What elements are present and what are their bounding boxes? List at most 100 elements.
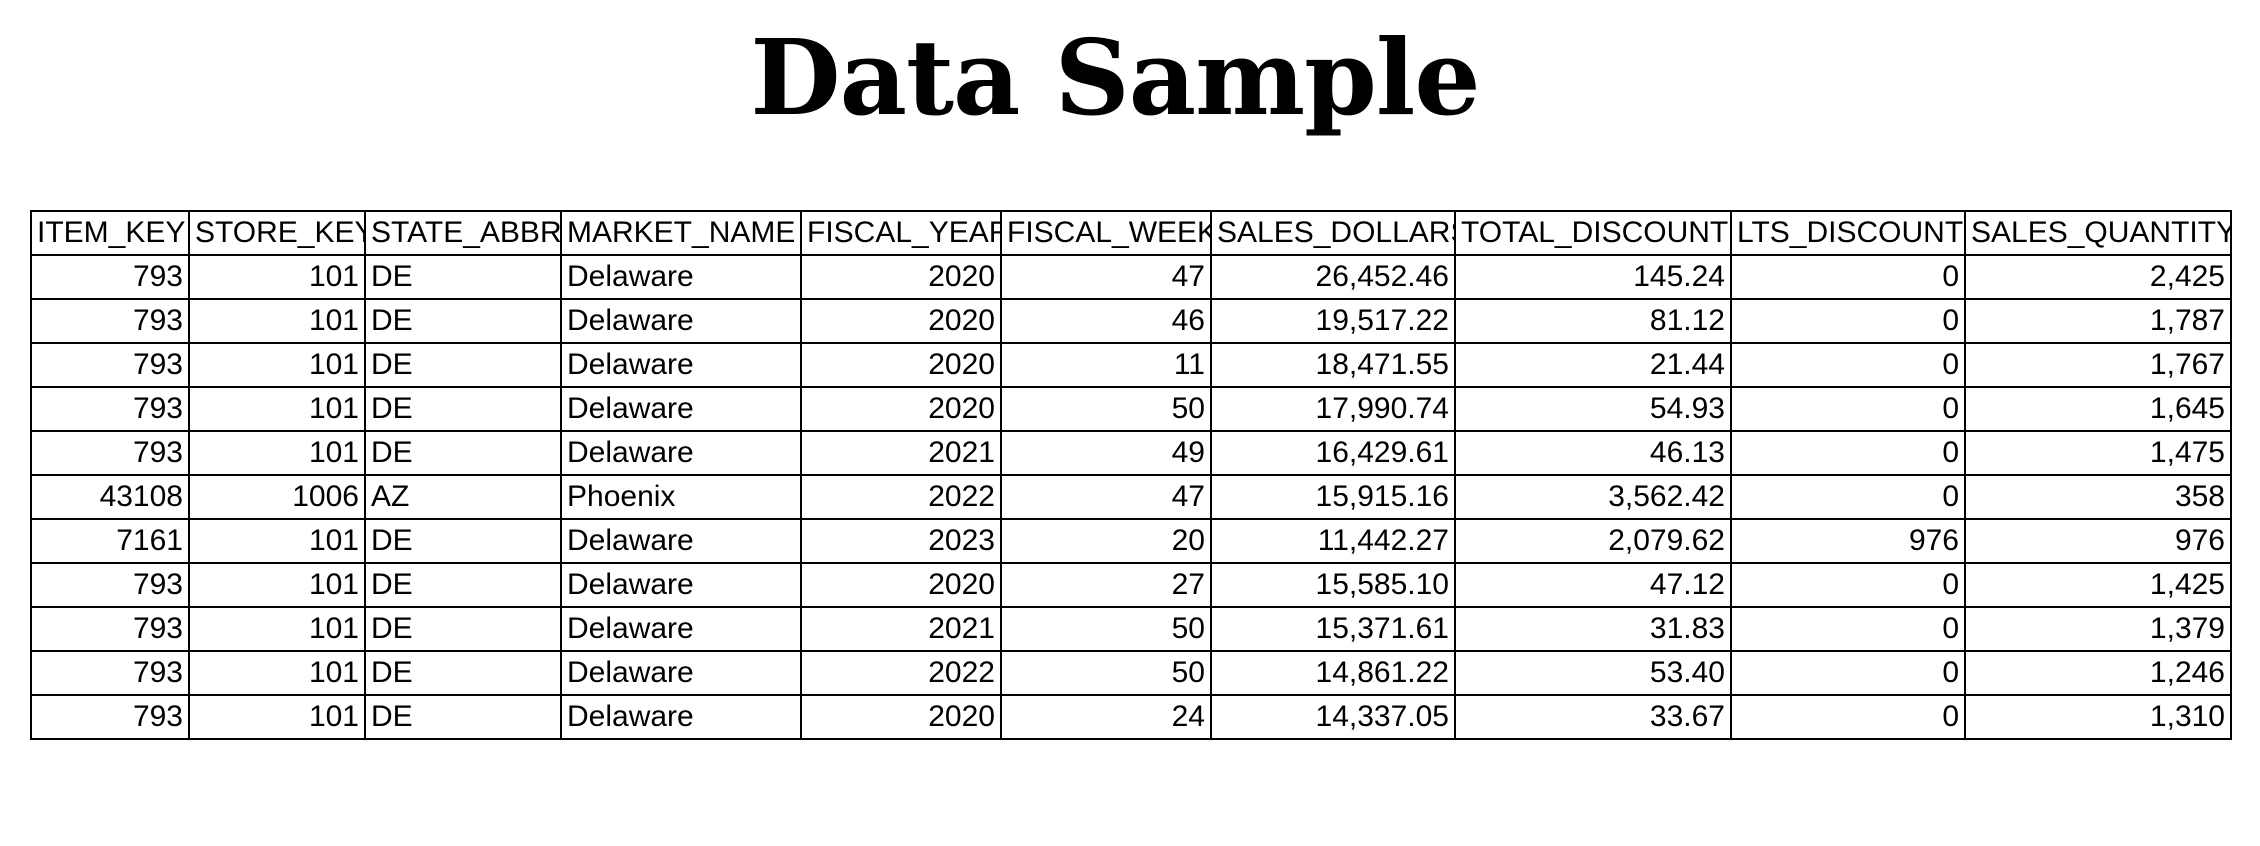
table-cell-total-discount: 31.83 xyxy=(1454,606,1732,652)
table-cell-sales-dollars: 15,371.61 xyxy=(1210,606,1456,652)
table-cell-fiscal-year: 2020 xyxy=(800,298,1002,344)
table-cell-sales-dollars: 18,471.55 xyxy=(1210,342,1456,388)
table-cell-market-name: Phoenix xyxy=(560,474,802,520)
table-cell-lts-discount: 0 xyxy=(1730,430,1966,476)
table-cell-total-discount: 33.67 xyxy=(1454,694,1732,740)
table-cell-total-discount: 2,079.62 xyxy=(1454,518,1732,564)
table-cell-item-key: 793 xyxy=(30,386,190,432)
table-cell-fiscal-week: 27 xyxy=(1000,562,1212,608)
table-cell-market-name: Delaware xyxy=(560,518,802,564)
table-cell-fiscal-year: 2020 xyxy=(800,342,1002,388)
table-cell-store-key: 101 xyxy=(188,650,366,696)
table-cell-fiscal-week: 11 xyxy=(1000,342,1212,388)
table-cell-sales-quantity: 358 xyxy=(1964,474,2232,520)
table-row: 793 101 DE Delaware 2021 49 16,429.61 46.13 0 1,4… xyxy=(30,430,2232,476)
table-cell-store-key: 1006 xyxy=(188,474,366,520)
table-cell-market-name: Delaware xyxy=(560,606,802,652)
table-row: 793 101 DE Delaware 2022 50 14,861.22 53.40 0 1,2… xyxy=(30,650,2232,696)
table-cell-total-discount: 54.93 xyxy=(1454,386,1732,432)
table-cell-item-key: 7161 xyxy=(30,518,190,564)
table-cell-sales-quantity: 1,425 xyxy=(1964,562,2232,608)
table-cell-market-name: Delaware xyxy=(560,298,802,344)
table-cell-store-key: 101 xyxy=(188,342,366,388)
table-cell-total-discount: 53.40 xyxy=(1454,650,1732,696)
table-cell-market-name: Delaware xyxy=(560,386,802,432)
table-cell-total-discount: 145.24 xyxy=(1454,254,1732,300)
table-cell-fiscal-year: 2021 xyxy=(800,430,1002,476)
table-cell-fiscal-year: 2023 xyxy=(800,518,1002,564)
data-table: ITEM_KEY STORE_KEY STATE_ABBR MARKET_NAME FI… xyxy=(30,210,2232,740)
column-header-store-key: STORE_KEY xyxy=(188,210,366,256)
column-header-fiscal-week: FISCAL_WEEK xyxy=(1000,210,1212,256)
table-cell-lts-discount: 976 xyxy=(1730,518,1966,564)
table-cell-store-key: 101 xyxy=(188,298,366,344)
table-cell-sales-dollars: 11,442.27 xyxy=(1210,518,1456,564)
column-header-fiscal-year: FISCAL_YEAR xyxy=(800,210,1002,256)
table-cell-lts-discount: 0 xyxy=(1730,386,1966,432)
column-header-item-key: ITEM_KEY xyxy=(30,210,190,256)
table-cell-sales-quantity: 2,425 xyxy=(1964,254,2232,300)
table-cell-sales-dollars: 19,517.22 xyxy=(1210,298,1456,344)
table-cell-sales-quantity: 1,767 xyxy=(1964,342,2232,388)
table-header: ITEM_KEY STORE_KEY STATE_ABBR MARKET_NAME FI… xyxy=(30,210,2232,256)
table-cell-store-key: 101 xyxy=(188,562,366,608)
table-cell-fiscal-year: 2020 xyxy=(800,386,1002,432)
table-cell-lts-discount: 0 xyxy=(1730,694,1966,740)
table-cell-state-abbr: DE xyxy=(364,694,562,740)
table-cell-fiscal-week: 20 xyxy=(1000,518,1212,564)
table-cell-sales-quantity: 1,246 xyxy=(1964,650,2232,696)
table-cell-total-discount: 21.44 xyxy=(1454,342,1732,388)
table-cell-lts-discount: 0 xyxy=(1730,254,1966,300)
column-header-lts-discount: LTS_DISCOUNT xyxy=(1730,210,1966,256)
table-cell-item-key: 793 xyxy=(30,694,190,740)
table-cell-item-key: 793 xyxy=(30,562,190,608)
table-cell-fiscal-week: 47 xyxy=(1000,254,1212,300)
table-cell-sales-dollars: 17,990.74 xyxy=(1210,386,1456,432)
table-cell-sales-quantity: 1,475 xyxy=(1964,430,2232,476)
table-cell-item-key: 793 xyxy=(30,298,190,344)
table-cell-fiscal-week: 50 xyxy=(1000,386,1212,432)
table-cell-market-name: Delaware xyxy=(560,694,802,740)
table-cell-state-abbr: DE xyxy=(364,298,562,344)
table-cell-item-key: 43108 xyxy=(30,474,190,520)
table-row: 793 101 DE Delaware 2020 24 14,337.05 33.67 0 1,3… xyxy=(30,694,2232,740)
table-cell-item-key: 793 xyxy=(30,254,190,300)
table-cell-state-abbr: DE xyxy=(364,606,562,652)
table-cell-market-name: Delaware xyxy=(560,342,802,388)
table-cell-state-abbr: DE xyxy=(364,650,562,696)
table-cell-item-key: 793 xyxy=(30,650,190,696)
table-row: 793 101 DE Delaware 2020 27 15,585.10 47.12 0 1,4… xyxy=(30,562,2232,608)
table-cell-state-abbr: DE xyxy=(364,518,562,564)
table-cell-sales-dollars: 26,452.46 xyxy=(1210,254,1456,300)
table-cell-fiscal-year: 2020 xyxy=(800,694,1002,740)
table-cell-sales-dollars: 14,337.05 xyxy=(1210,694,1456,740)
table-cell-fiscal-year: 2022 xyxy=(800,474,1002,520)
table-cell-total-discount: 3,562.42 xyxy=(1454,474,1732,520)
table-cell-fiscal-week: 24 xyxy=(1000,694,1212,740)
table-cell-lts-discount: 0 xyxy=(1730,650,1966,696)
table-cell-sales-quantity: 1,379 xyxy=(1964,606,2232,652)
table-cell-sales-quantity: 976 xyxy=(1964,518,2232,564)
table-cell-total-discount: 46.13 xyxy=(1454,430,1732,476)
table-cell-sales-dollars: 15,915.16 xyxy=(1210,474,1456,520)
table-row: 793 101 DE Delaware 2020 50 17,990.74 54.93 0 1,6… xyxy=(30,386,2232,432)
table-cell-sales-quantity: 1,645 xyxy=(1964,386,2232,432)
table-cell-item-key: 793 xyxy=(30,342,190,388)
table-cell-sales-dollars: 16,429.61 xyxy=(1210,430,1456,476)
table-cell-total-discount: 81.12 xyxy=(1454,298,1732,344)
table-cell-fiscal-year: 2021 xyxy=(800,606,1002,652)
table-cell-market-name: Delaware xyxy=(560,650,802,696)
table-cell-lts-discount: 0 xyxy=(1730,606,1966,652)
table-cell-lts-discount: 0 xyxy=(1730,298,1966,344)
table-row: 793 101 DE Delaware 2021 50 15,371.61 31.83 0 1,3… xyxy=(30,606,2232,652)
table-cell-lts-discount: 0 xyxy=(1730,474,1966,520)
column-header-state-abbr: STATE_ABBR xyxy=(364,210,562,256)
table-row: 793 101 DE Delaware 2020 47 26,452.46 145.24 0 2,… xyxy=(30,254,2232,300)
table-body: 793 101 DE Delaware 2020 47 26,452.46 145.24 0 2,… xyxy=(30,254,2232,740)
table-cell-sales-dollars: 15,585.10 xyxy=(1210,562,1456,608)
table-row: 793 101 DE Delaware 2020 46 19,517.22 81.12 0 1,7… xyxy=(30,298,2232,344)
table-cell-state-abbr: AZ xyxy=(364,474,562,520)
table-cell-market-name: Delaware xyxy=(560,254,802,300)
column-header-market-name: MARKET_NAME xyxy=(560,210,802,256)
table-cell-store-key: 101 xyxy=(188,518,366,564)
